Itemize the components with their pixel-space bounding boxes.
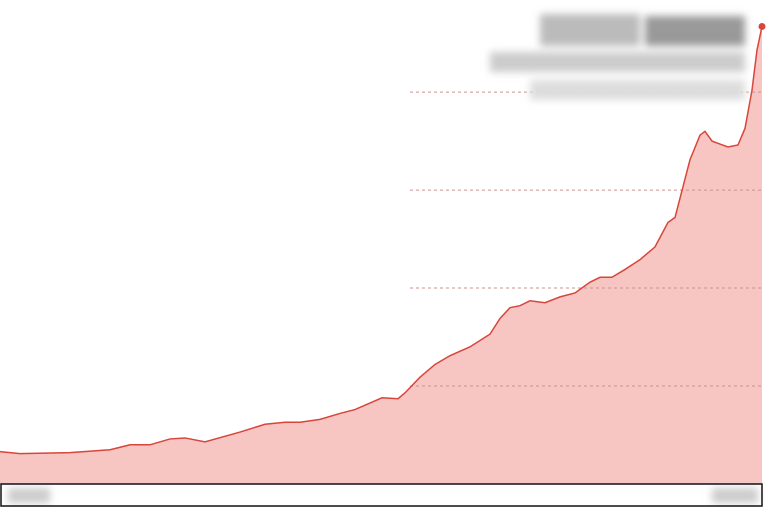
blurred-subtitle — [490, 52, 745, 72]
area-fill — [0, 26, 762, 485]
end-point — [758, 22, 766, 30]
blurred-x-label — [8, 488, 50, 503]
blurred-subtitle — [530, 80, 745, 100]
blurred-title — [540, 14, 640, 46]
line — [0, 26, 763, 455]
blurred-text — [8, 14, 758, 503]
blurred-x-label — [712, 488, 758, 503]
x-axis-box — [0, 483, 763, 507]
blurred-title — [645, 16, 745, 46]
